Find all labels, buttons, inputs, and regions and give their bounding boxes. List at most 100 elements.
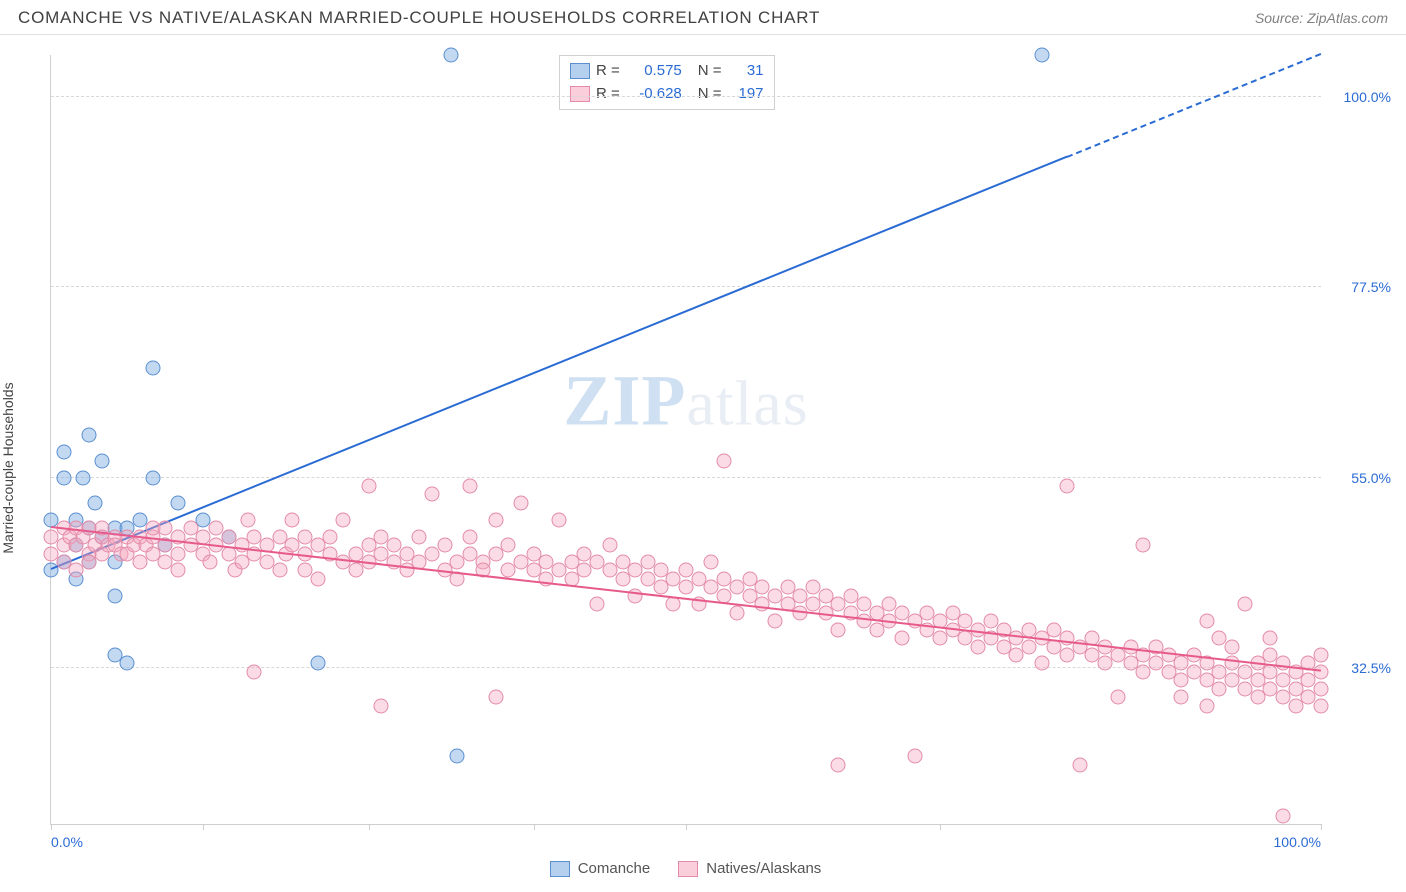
legend-row-comanche: R = 0.575 N = 31 bbox=[570, 60, 764, 83]
data-point-natives bbox=[171, 563, 186, 578]
x-tick-label: 0.0% bbox=[51, 834, 83, 850]
data-point-natives bbox=[1314, 698, 1329, 713]
legend-label: Comanche bbox=[578, 860, 651, 877]
data-point-natives bbox=[202, 555, 217, 570]
data-point-natives bbox=[729, 605, 744, 620]
data-point-comanche bbox=[444, 48, 459, 63]
data-point-natives bbox=[463, 478, 478, 493]
source-attribution: Source: ZipAtlas.com bbox=[1255, 10, 1388, 26]
plot-region: ZIPatlas R = 0.575 N = 31 R = -0.628 N =… bbox=[50, 55, 1321, 825]
data-point-natives bbox=[704, 555, 719, 570]
x-tick bbox=[203, 824, 204, 830]
data-point-natives bbox=[285, 512, 300, 527]
data-point-natives bbox=[240, 512, 255, 527]
data-point-natives bbox=[425, 487, 440, 502]
data-point-natives bbox=[374, 698, 389, 713]
data-point-comanche bbox=[145, 360, 160, 375]
y-tick-label: 32.5% bbox=[1331, 660, 1391, 676]
data-point-natives bbox=[513, 495, 528, 510]
data-point-comanche bbox=[120, 656, 135, 671]
data-point-natives bbox=[1072, 757, 1087, 772]
correlation-legend: R = 0.575 N = 31 R = -0.628 N = 197 bbox=[559, 55, 775, 110]
data-point-natives bbox=[272, 563, 287, 578]
data-point-natives bbox=[1060, 478, 1075, 493]
y-tick-label: 100.0% bbox=[1331, 89, 1391, 105]
data-point-natives bbox=[1263, 631, 1278, 646]
data-point-natives bbox=[463, 529, 478, 544]
r-label: R = bbox=[596, 60, 620, 83]
data-point-natives bbox=[1199, 614, 1214, 629]
data-point-natives bbox=[1237, 597, 1252, 612]
legend-row-natives: R = -0.628 N = 197 bbox=[570, 83, 764, 106]
data-point-natives bbox=[1225, 639, 1240, 654]
legend-label: Natives/Alaskans bbox=[706, 860, 821, 877]
x-tick bbox=[686, 824, 687, 830]
n-label: N = bbox=[698, 83, 722, 106]
data-point-comanche bbox=[82, 428, 97, 443]
trend-line-comanche bbox=[51, 156, 1068, 570]
data-point-comanche bbox=[94, 453, 109, 468]
data-point-natives bbox=[247, 664, 262, 679]
data-point-natives bbox=[767, 614, 782, 629]
data-point-natives bbox=[1034, 656, 1049, 671]
swatch-pink-icon bbox=[570, 86, 590, 102]
data-point-natives bbox=[1199, 698, 1214, 713]
data-point-comanche bbox=[107, 588, 122, 603]
data-point-natives bbox=[437, 538, 452, 553]
n-value: 197 bbox=[732, 83, 764, 106]
swatch-blue-icon bbox=[570, 63, 590, 79]
legend-item-natives: Natives/Alaskans bbox=[678, 860, 821, 877]
data-point-natives bbox=[1314, 681, 1329, 696]
x-tick bbox=[1321, 824, 1322, 830]
gridline bbox=[51, 96, 1321, 97]
data-point-natives bbox=[894, 631, 909, 646]
data-point-natives bbox=[488, 512, 503, 527]
data-point-natives bbox=[361, 478, 376, 493]
data-point-natives bbox=[336, 512, 351, 527]
x-tick-label: 100.0% bbox=[1274, 834, 1321, 850]
data-point-comanche bbox=[145, 470, 160, 485]
data-point-natives bbox=[590, 597, 605, 612]
data-point-natives bbox=[412, 529, 427, 544]
x-tick bbox=[51, 824, 52, 830]
chart-title: COMANCHE VS NATIVE/ALASKAN MARRIED-COUPL… bbox=[18, 8, 820, 28]
data-point-natives bbox=[488, 690, 503, 705]
data-point-natives bbox=[1314, 648, 1329, 663]
data-point-comanche bbox=[450, 749, 465, 764]
r-value: 0.575 bbox=[630, 60, 682, 83]
data-point-natives bbox=[1110, 690, 1125, 705]
x-tick bbox=[369, 824, 370, 830]
data-point-natives bbox=[323, 529, 338, 544]
legend-item-comanche: Comanche bbox=[550, 860, 651, 877]
n-label: N = bbox=[698, 60, 722, 83]
data-point-comanche bbox=[56, 470, 71, 485]
data-point-natives bbox=[552, 512, 567, 527]
y-axis-label: Married-couple Households bbox=[0, 382, 16, 553]
gridline bbox=[51, 477, 1321, 478]
data-point-natives bbox=[831, 757, 846, 772]
data-point-natives bbox=[717, 453, 732, 468]
watermark: ZIPatlas bbox=[563, 360, 808, 443]
x-tick bbox=[940, 824, 941, 830]
data-point-natives bbox=[907, 749, 922, 764]
data-point-comanche bbox=[56, 445, 71, 460]
n-value: 31 bbox=[732, 60, 764, 83]
y-tick-label: 55.0% bbox=[1331, 470, 1391, 486]
data-point-comanche bbox=[171, 495, 186, 510]
data-point-natives bbox=[831, 622, 846, 637]
chart-area: Married-couple Households ZIPatlas R = 0… bbox=[0, 35, 1406, 885]
y-tick-label: 77.5% bbox=[1331, 279, 1391, 295]
r-label: R = bbox=[596, 83, 620, 106]
data-point-comanche bbox=[1034, 48, 1049, 63]
data-point-natives bbox=[1136, 538, 1151, 553]
swatch-pink-icon bbox=[678, 861, 698, 877]
swatch-blue-icon bbox=[550, 861, 570, 877]
trend-line-comanche bbox=[1067, 53, 1322, 158]
data-point-natives bbox=[310, 571, 325, 586]
data-point-natives bbox=[1314, 664, 1329, 679]
x-tick bbox=[534, 824, 535, 830]
gridline bbox=[51, 286, 1321, 287]
trend-line-natives bbox=[51, 526, 1321, 672]
data-point-natives bbox=[1275, 808, 1290, 823]
data-point-natives bbox=[501, 538, 516, 553]
